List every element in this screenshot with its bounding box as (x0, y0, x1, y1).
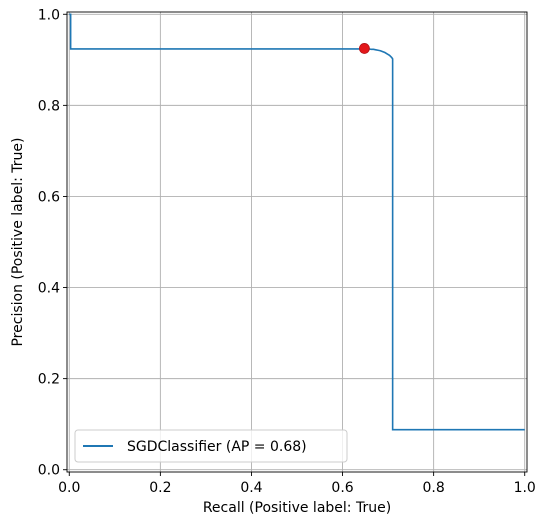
x-tick-label-3: 0.6 (331, 480, 353, 496)
x-tick-label-0: 0.0 (58, 480, 80, 496)
plot-frame (66, 11, 528, 473)
x-tick-label-5: 1.0 (514, 480, 536, 496)
y-tick-label-5: 1.0 (38, 7, 60, 23)
marker-layer (359, 43, 370, 54)
legend-box (74, 429, 348, 463)
x-tick-label-4: 0.8 (423, 480, 445, 496)
grid-lines (67, 12, 527, 472)
y-tick-label-1: 0.2 (38, 372, 60, 388)
series-line-0 (69, 13, 525, 431)
y-tick-label-0: 0.0 (38, 463, 60, 479)
series-layer (69, 13, 525, 431)
axis-ticks: 0.0 0.2 0.4 0.6 0.8 1.0 0.0 0.2 0.4 0.6 0.8 1.0 (38, 7, 536, 496)
y-tick-label-4: 0.8 (38, 98, 60, 114)
x-tick-label-1: 0.2 (149, 480, 171, 496)
x-axis-label: Recall (Positive label: True) (203, 500, 391, 516)
y-tick-label-2: 0.4 (38, 281, 60, 297)
threshold-point-marker (359, 43, 370, 54)
x-tick-label-2: 0.4 (240, 480, 262, 496)
legend-entry-sgdclassifier: SGDClassifier (AP = 0.68) (127, 439, 307, 455)
y-axis-label: Precision (Positive label: True) (10, 137, 26, 346)
legend: SGDClassifier (AP = 0.68) (74, 429, 348, 463)
y-tick-label-3: 0.6 (38, 189, 60, 205)
